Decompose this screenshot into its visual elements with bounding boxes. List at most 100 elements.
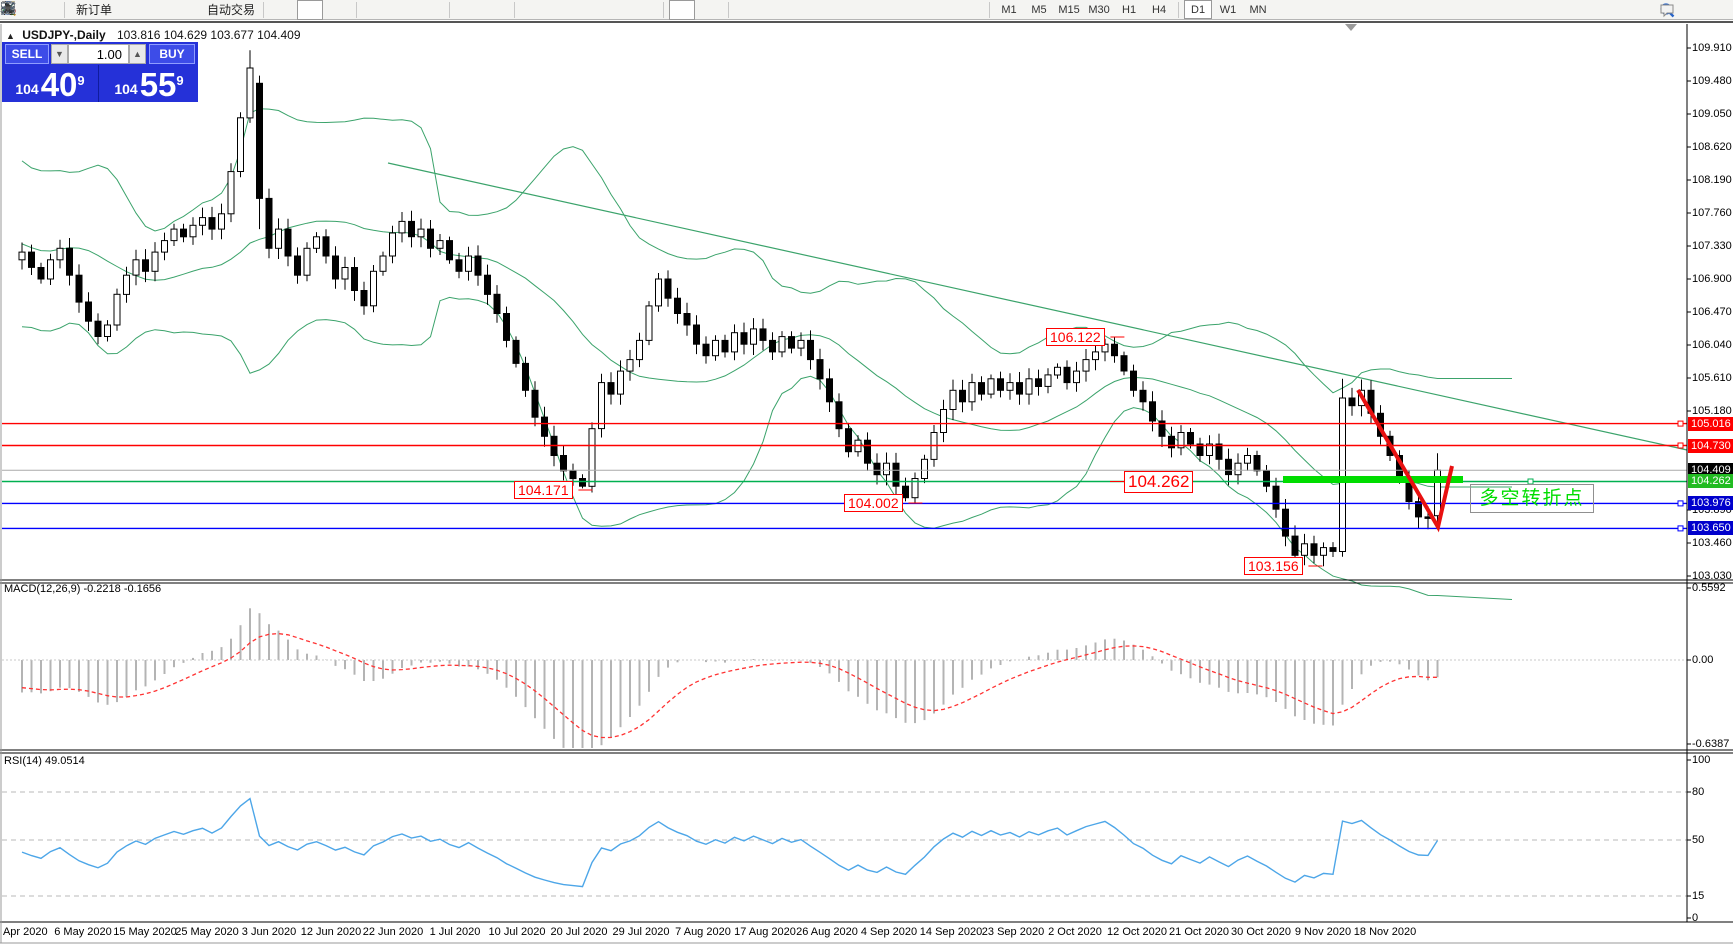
price-axis-tick: 103.030 <box>1692 569 1732 582</box>
candlesticks <box>18 50 1441 567</box>
date-axis-label: 3 Jun 2020 <box>241 926 297 938</box>
price-axis-tick: 103.460 <box>1692 536 1732 549</box>
buy-price-point: 9 <box>176 73 184 88</box>
price-tag-104.002[interactable]: 104.002 <box>844 494 903 512</box>
level-handle[interactable] <box>1677 500 1684 507</box>
support-bar-object[interactable] <box>1283 476 1463 483</box>
svg-text:F: F <box>11 9 15 16</box>
date-axis-label: 18 Nov 2020 <box>1353 926 1417 938</box>
one-click-trading-panel: SELL ▼ ▲ BUY 104 40 9 104 55 9 <box>2 42 198 102</box>
indicator-axis-tick: 15 <box>1692 890 1705 902</box>
new-order-label: 新订单 <box>76 3 113 17</box>
timeframe-h4-button[interactable]: H4 <box>1152 3 1167 16</box>
date-axis-label: 6 May 2020 <box>54 926 112 938</box>
indicator-axis-tick: 0.5592 <box>1692 582 1726 594</box>
indicator-axis-tick: -0.6387 <box>1692 738 1730 750</box>
trendline-object[interactable] <box>387 162 1688 451</box>
price-axis-tick: 106.040 <box>1692 338 1732 351</box>
sell-price-figure: 104 <box>15 81 39 97</box>
price-axis-tick: 106.900 <box>1692 272 1732 285</box>
price-axis-tick: 105.610 <box>1692 371 1732 384</box>
red-reversal-trendlines[interactable] <box>1356 388 1454 533</box>
volume-decrease-button[interactable]: ▼ <box>51 44 68 64</box>
price-axis-tick: 109.480 <box>1692 74 1732 87</box>
date-axis-label: 26 Aug 2020 <box>796 926 858 938</box>
sell-price-point: 9 <box>77 73 85 88</box>
macd-histogram <box>2 608 1687 748</box>
date-axis-label: 20 Jul 2020 <box>550 926 608 938</box>
date-axis-label: 9 Nov 2020 <box>1294 926 1352 938</box>
date-axis-label: 14 Sep 2020 <box>919 926 983 938</box>
timeframe-d1-button[interactable]: D1 <box>1184 0 1213 19</box>
buy-price[interactable]: 104 55 9 <box>100 65 198 102</box>
price-tag-104.171[interactable]: 104.171 <box>514 481 573 499</box>
timeframe-h1-button[interactable]: H1 <box>1122 3 1137 16</box>
level-handle[interactable] <box>1677 525 1684 532</box>
level-handle[interactable] <box>1677 442 1684 449</box>
volume-increase-button[interactable]: ▲ <box>129 44 146 64</box>
price-tag-106.122[interactable]: 106.122 <box>1046 328 1105 346</box>
chart-shift-marker[interactable] <box>1345 24 1357 31</box>
rsi-pane <box>2 791 1687 897</box>
bull-bear-turning-point-note[interactable]: 多空转折点 <box>1470 484 1594 513</box>
symbol-period-label: USDJPY-,Daily <box>22 28 106 42</box>
price-axis-tick: 107.330 <box>1692 239 1732 252</box>
level-handle[interactable] <box>1677 420 1684 427</box>
chat-button[interactable] <box>1660 2 1724 22</box>
buy-price-figure: 104 <box>114 81 138 97</box>
chart-window-border <box>0 21 1733 23</box>
macd-signal-line <box>21 632 1438 739</box>
chart-symbol-header: ▲ USDJPY-,Daily 103.816 104.629 103.677 … <box>6 28 301 42</box>
toolbar-separator <box>728 1 730 18</box>
price-badge-105.016: 105.016 <box>1688 416 1733 431</box>
date-axis-label: 22 Jun 2020 <box>362 926 424 938</box>
date-axis-label: 30 Oct 2020 <box>1231 926 1291 938</box>
timeframe-m1-button[interactable]: M1 <box>1001 3 1017 16</box>
dropdown-button[interactable] <box>4 0 984 20</box>
macd-indicator-label: MACD(12,26,9) -0.2218 -0.1656 <box>4 583 162 595</box>
toolbar-separator <box>663 1 665 18</box>
volume-input[interactable] <box>68 44 129 64</box>
timeframe-m30-button[interactable]: M30 <box>1088 3 1110 16</box>
date-axis-label: 25 May 2020 <box>175 926 239 938</box>
date-axis-label: 2 Oct 2020 <box>1048 926 1102 938</box>
rsi-line <box>21 797 1439 888</box>
date-axis-label: 7 Apr 2020 <box>0 926 48 938</box>
price-badge-104.409: 104.409 <box>1688 463 1733 478</box>
price-badge-103.650: 103.650 <box>1688 521 1733 536</box>
timeframe-m15-button[interactable]: M15 <box>1058 3 1080 16</box>
price-tag-104.262[interactable]: 104.262 <box>1124 471 1194 493</box>
collapse-ohlc-icon[interactable]: ▲ <box>6 31 15 41</box>
buy-button[interactable]: BUY <box>149 44 195 64</box>
buy-price-pips: 55 <box>139 66 177 103</box>
sell-button[interactable]: SELL <box>5 44 49 64</box>
red-drawing-object[interactable] <box>1356 388 1454 533</box>
date-axis-label: 17 Aug 2020 <box>734 926 796 938</box>
date-axis-label: 4 Sep 2020 <box>860 926 918 938</box>
timeframe-w1-button[interactable]: W1 <box>1219 3 1237 16</box>
price-axis-tick: 108.190 <box>1692 173 1732 186</box>
price-axis-tick: 109.050 <box>1692 107 1732 120</box>
rsi-indicator-label: RSI(14) 49.0514 <box>4 755 85 767</box>
toolbar-separator <box>449 1 451 18</box>
price-tag-103.156[interactable]: 103.156 <box>1244 557 1303 575</box>
top-toolbar: 新订单自动交易EFATM1M5M15M30H1H4D1W1MN <box>0 0 1733 20</box>
ohlc-values: 103.816 104.629 103.677 104.409 <box>116 28 301 42</box>
price-axis-tick: 109.910 <box>1692 42 1732 54</box>
macd-signal <box>21 632 1438 739</box>
dropdown-icon <box>4 6 12 11</box>
date-axis-label: 12 Jun 2020 <box>300 926 362 938</box>
sell-price-pips: 40 <box>40 66 78 103</box>
date-axis-label: 15 May 2020 <box>113 926 177 938</box>
indicator-axis-tick: 50 <box>1692 834 1705 846</box>
green-support-zone-bar[interactable] <box>1283 476 1463 483</box>
indicator-axis-tick: 0 <box>1692 912 1699 924</box>
toolbar-separator <box>1178 1 1180 18</box>
timeframe-m5-button[interactable]: M5 <box>1031 3 1047 16</box>
sell-price[interactable]: 104 40 9 <box>2 65 99 102</box>
price-badge-104.730: 104.730 <box>1688 438 1733 453</box>
timeframe-mn-button[interactable]: MN <box>1249 3 1267 16</box>
toolbar-separator <box>64 1 65 18</box>
descending-trendline[interactable] <box>387 162 1688 451</box>
toolbar-separator <box>514 1 516 18</box>
